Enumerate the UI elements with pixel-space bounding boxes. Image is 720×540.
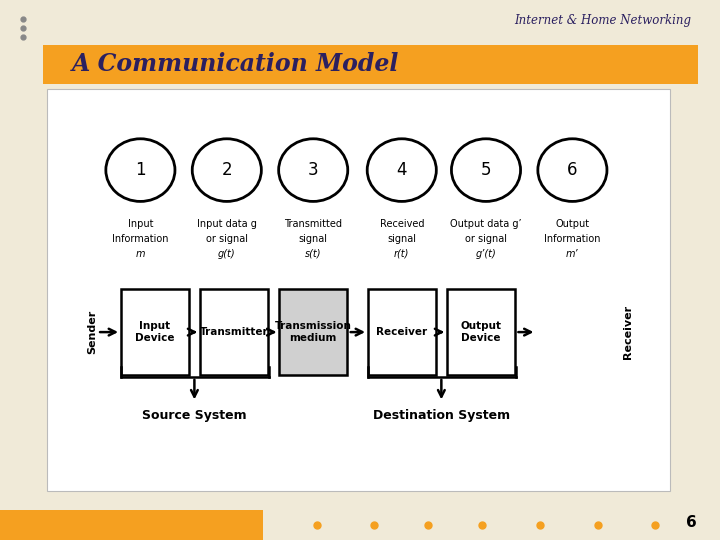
Text: Sender: Sender bbox=[87, 310, 97, 354]
Text: 1: 1 bbox=[135, 161, 145, 179]
Text: Information: Information bbox=[112, 234, 168, 244]
Text: or signal: or signal bbox=[465, 234, 507, 244]
Bar bbox=[0, 510, 263, 540]
Text: 5: 5 bbox=[481, 161, 491, 179]
Bar bbox=[368, 289, 436, 375]
Text: 2: 2 bbox=[222, 161, 232, 179]
Text: 4: 4 bbox=[397, 161, 407, 179]
Bar bbox=[200, 289, 269, 375]
Text: 3: 3 bbox=[308, 161, 318, 179]
Text: Information: Information bbox=[544, 234, 600, 244]
Text: Transmitter: Transmitter bbox=[199, 327, 269, 337]
Text: signal: signal bbox=[299, 234, 328, 244]
Text: r(t): r(t) bbox=[394, 249, 410, 259]
Text: Output
Device: Output Device bbox=[461, 321, 501, 343]
Text: A Communication Model: A Communication Model bbox=[72, 52, 400, 76]
Text: Internet & Home Networking: Internet & Home Networking bbox=[514, 14, 691, 27]
Bar bbox=[43, 45, 698, 84]
Text: 6: 6 bbox=[567, 161, 577, 179]
Text: s(t): s(t) bbox=[305, 249, 321, 259]
Text: or signal: or signal bbox=[206, 234, 248, 244]
Text: Receiver: Receiver bbox=[376, 327, 428, 337]
Bar bbox=[121, 289, 189, 375]
Text: Input
Device: Input Device bbox=[135, 321, 174, 343]
Text: Transmission
medium: Transmission medium bbox=[275, 321, 351, 343]
Text: signal: signal bbox=[387, 234, 416, 244]
Text: g(t): g(t) bbox=[218, 249, 235, 259]
Text: Destination System: Destination System bbox=[373, 409, 510, 422]
Text: Received: Received bbox=[379, 219, 424, 229]
Bar bbox=[446, 289, 516, 375]
Text: Output: Output bbox=[555, 219, 590, 229]
Text: Transmitted: Transmitted bbox=[284, 219, 342, 229]
Bar bbox=[47, 89, 670, 491]
Text: Input: Input bbox=[127, 219, 153, 229]
Text: Source System: Source System bbox=[142, 409, 247, 422]
Bar bbox=[279, 289, 348, 375]
Text: m’: m’ bbox=[566, 249, 579, 259]
Text: Output data g’: Output data g’ bbox=[450, 219, 522, 229]
Text: 6: 6 bbox=[686, 515, 697, 530]
Text: Receiver: Receiver bbox=[623, 305, 633, 359]
Text: m: m bbox=[135, 249, 145, 259]
Text: g’(t): g’(t) bbox=[476, 249, 496, 259]
Text: Input data g: Input data g bbox=[197, 219, 257, 229]
